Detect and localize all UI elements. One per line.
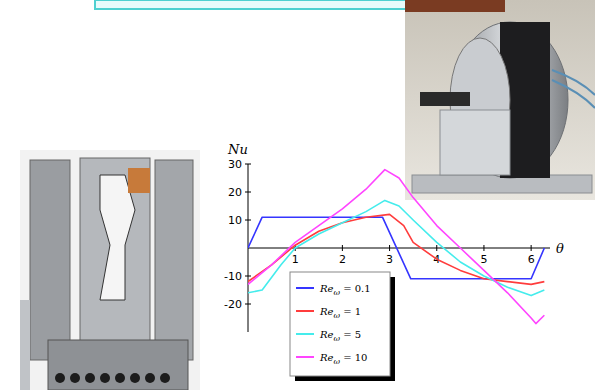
legend: Reω = 0.1 Reω = 1 Reω = 5 Reω = 10: [290, 272, 395, 381]
y-tick-label: 10: [228, 214, 242, 227]
legend-swatch: [296, 356, 314, 358]
x-tick-label: 6: [528, 253, 535, 266]
x-tick-label: 3: [386, 253, 393, 266]
y-tick: [245, 304, 251, 305]
photo-frame: [20, 300, 30, 390]
photo-detail: [405, 0, 505, 12]
photo-background: [405, 0, 595, 200]
x-tick: [531, 245, 532, 251]
banner-strip: [95, 0, 450, 9]
photo-hole: [145, 373, 155, 383]
legend-swatch: [296, 310, 314, 312]
y-axis-label: Nu: [227, 142, 248, 157]
x-tick: [342, 245, 343, 251]
legend-label: Reω = 0.1: [319, 283, 371, 297]
y-tick: [245, 192, 251, 193]
chart: 123456-20-10102030NuθReω = 0.1Reω = 1Reω…: [224, 142, 564, 381]
x-tick-label: 2: [339, 253, 346, 266]
photo-box: [48, 340, 188, 390]
y-tick-label: -10: [224, 270, 242, 283]
legend-label: Reω = 10: [319, 352, 367, 366]
y-tick: [245, 220, 251, 221]
legend-swatch: [296, 287, 314, 289]
photo-background: [20, 150, 200, 390]
photo-plate: [155, 160, 193, 360]
photo-detail: [128, 168, 150, 193]
x-tick-label: 1: [292, 253, 299, 266]
photo-cable: [552, 70, 595, 108]
photo-hole: [100, 373, 110, 383]
photo-channel: [100, 175, 135, 300]
photo-plate: [80, 158, 150, 368]
x-tick: [389, 245, 390, 251]
x-tick: [436, 245, 437, 251]
x-tick: [483, 245, 484, 251]
photo-hole: [160, 373, 170, 383]
x-axis-label: θ: [556, 241, 564, 256]
photo-plate: [30, 160, 70, 360]
y-tick-label: -20: [224, 298, 242, 311]
photo-hole: [130, 373, 140, 383]
legend-label: Reω = 5: [319, 329, 361, 343]
photo-rotor-device: [405, 0, 595, 200]
y-tick: [245, 164, 251, 165]
photo-hole: [70, 373, 80, 383]
legend-swatch: [296, 333, 314, 335]
photo-hole: [115, 373, 125, 383]
y-tick: [245, 276, 251, 277]
legend-box: [290, 272, 390, 376]
page: 123456-20-10102030NuθReω = 0.1Reω = 1Reω…: [0, 0, 595, 390]
photo-test-rig: [20, 150, 200, 390]
y-tick-label: 20: [228, 186, 242, 199]
x-tick-label: 5: [480, 253, 487, 266]
photo-hole: [85, 373, 95, 383]
legend-label: Reω = 1: [319, 306, 361, 320]
photo-hole: [55, 373, 65, 383]
photo-shaft: [420, 92, 470, 106]
photo-stand: [440, 110, 510, 175]
y-tick-label: 30: [228, 158, 242, 171]
